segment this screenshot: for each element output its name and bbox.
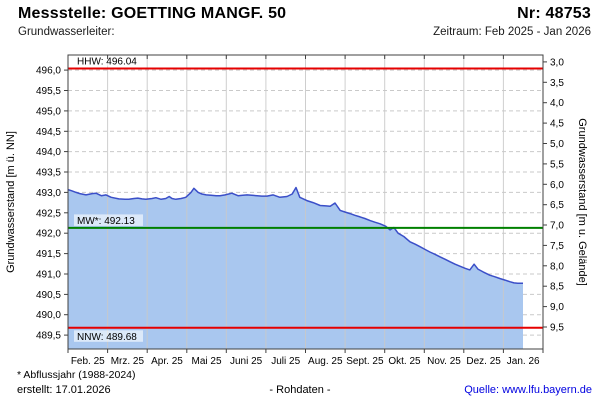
aquifer-label: Grundwasserleiter: <box>18 26 115 38</box>
source-link[interactable]: Quelle: www.lfu.bayern.de <box>464 384 592 396</box>
svg-text:Mai 25: Mai 25 <box>191 356 221 367</box>
svg-text:7,5: 7,5 <box>550 241 564 252</box>
svg-text:495,0: 495,0 <box>36 106 61 117</box>
svg-text:3,5: 3,5 <box>550 78 564 89</box>
svg-text:6,5: 6,5 <box>550 200 564 211</box>
svg-text:4,5: 4,5 <box>550 119 564 130</box>
subheader: Grundwasserleiter: Zeitraum: Feb 2025 - … <box>18 26 591 38</box>
page-title: Messstelle: GOETTING MANGF. 50 <box>18 5 287 22</box>
svg-text:490,5: 490,5 <box>36 290 61 301</box>
svg-text:8,0: 8,0 <box>550 261 564 272</box>
svg-text:490,0: 490,0 <box>36 310 61 321</box>
svg-text:3,0: 3,0 <box>550 57 564 68</box>
svg-text:Juli 25: Juli 25 <box>271 356 300 367</box>
svg-text:494,0: 494,0 <box>36 147 61 158</box>
footer: erstellt: 17.01.2026 - Rohdaten - Quelle… <box>0 384 600 398</box>
svg-text:Aug. 25: Aug. 25 <box>308 356 343 367</box>
svg-text:Feb. 25: Feb. 25 <box>71 356 105 367</box>
svg-text:491,0: 491,0 <box>36 270 61 281</box>
svg-text:492,0: 492,0 <box>36 229 61 240</box>
svg-text:492,5: 492,5 <box>36 208 61 219</box>
svg-text:491,5: 491,5 <box>36 249 61 260</box>
svg-text:495,5: 495,5 <box>36 86 61 97</box>
svg-text:Grundwasserstand [m ü. NN]: Grundwasserstand [m ü. NN] <box>5 131 17 273</box>
svg-text:MW*: 492.13: MW*: 492.13 <box>77 216 135 227</box>
footnote-abflussjahr: * Abflussjahr (1988-2024) <box>17 369 136 381</box>
svg-text:8,5: 8,5 <box>550 282 564 293</box>
created-date: erstellt: 17.01.2026 <box>17 384 111 396</box>
svg-text:Nov. 25: Nov. 25 <box>427 356 461 367</box>
svg-text:HHW: 496.04: HHW: 496.04 <box>77 57 137 68</box>
period-label: Zeitraum: Feb 2025 - Jan 2026 <box>433 26 591 38</box>
svg-text:Dez. 25: Dez. 25 <box>466 356 501 367</box>
svg-text:494,5: 494,5 <box>36 127 61 138</box>
svg-text:489,5: 489,5 <box>36 331 61 342</box>
svg-text:Okt. 25: Okt. 25 <box>388 356 421 367</box>
svg-text:Mrz. 25: Mrz. 25 <box>111 356 145 367</box>
station-number: Nr: 48753 <box>517 5 591 22</box>
svg-text:493,5: 493,5 <box>36 168 61 179</box>
svg-text:Apr. 25: Apr. 25 <box>151 356 183 367</box>
svg-text:493,0: 493,0 <box>36 188 61 199</box>
svg-text:Juni 25: Juni 25 <box>230 356 263 367</box>
data-type-label: - Rohdaten - <box>269 384 331 396</box>
svg-text:Grundwasserstand [m u. Gelände: Grundwasserstand [m u. Gelände] <box>576 118 588 286</box>
svg-text:6,0: 6,0 <box>550 180 564 191</box>
svg-text:NNW: 489.68: NNW: 489.68 <box>77 332 137 343</box>
svg-text:9,0: 9,0 <box>550 302 564 313</box>
groundwater-chart: HHW: 496.04 MW*: 492.13 NNW: 489.68 489,5 49… <box>5 54 588 367</box>
svg-text:Sept. 25: Sept. 25 <box>346 356 384 367</box>
svg-text:5,0: 5,0 <box>550 139 564 150</box>
svg-text:Jan. 26: Jan. 26 <box>507 356 540 367</box>
svg-text:7,0: 7,0 <box>550 221 564 232</box>
svg-text:4,0: 4,0 <box>550 98 564 109</box>
svg-text:9,5: 9,5 <box>550 323 564 334</box>
svg-text:5,5: 5,5 <box>550 159 564 170</box>
header: Messstelle: GOETTING MANGF. 50 Nr: 48753 <box>18 5 591 23</box>
svg-text:496,0: 496,0 <box>36 66 61 77</box>
